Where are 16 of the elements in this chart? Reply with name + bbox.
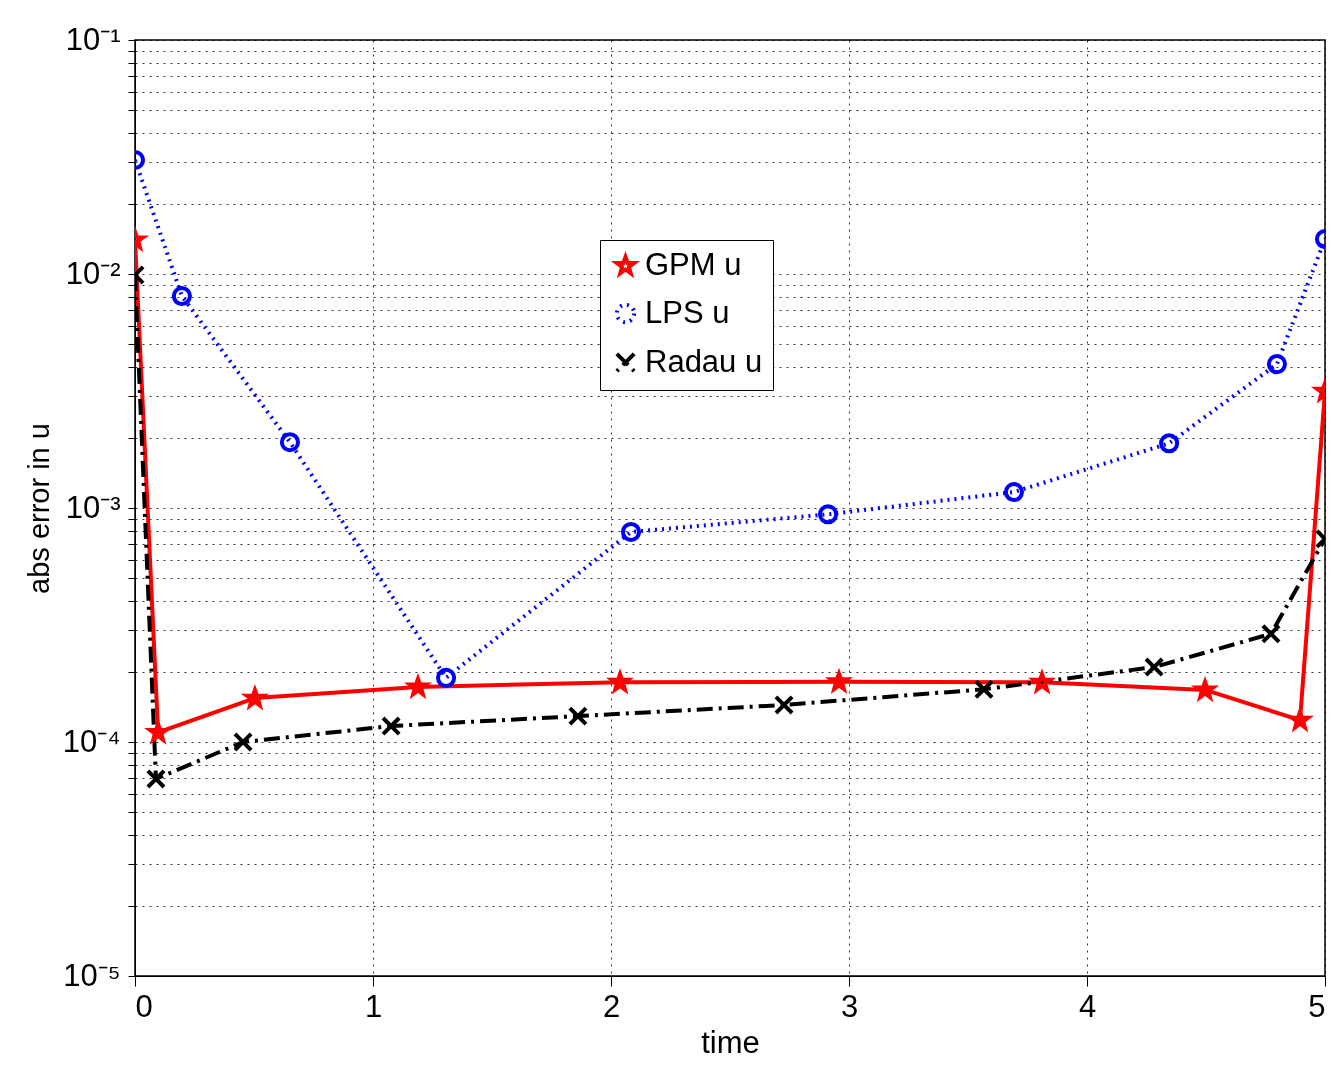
y-tick-label: 10⁻⁴ [62, 723, 121, 759]
legend-label: GPM u [645, 246, 742, 282]
x-tick-label: 4 [1078, 988, 1097, 1024]
x-tick-label: 5 [1308, 988, 1326, 1024]
x-tick-label: 2 [602, 988, 621, 1024]
x-axis-title: time [701, 1024, 760, 1060]
y-tick-label: 10⁻³ [65, 489, 121, 525]
y-tick-label: 10⁻⁵ [63, 957, 121, 993]
y-tick-label: 10⁻¹ [65, 21, 121, 57]
x-tick-label: 1 [364, 988, 383, 1024]
x-tick-label: 0 [135, 988, 153, 1024]
y-axis-title: abs error in u [22, 423, 55, 594]
x-tick-label: 3 [840, 988, 859, 1024]
legend-label: Radau u [645, 343, 763, 379]
y-tick-label: 10⁻² [65, 255, 121, 291]
legend-label: LPS u [645, 294, 730, 330]
